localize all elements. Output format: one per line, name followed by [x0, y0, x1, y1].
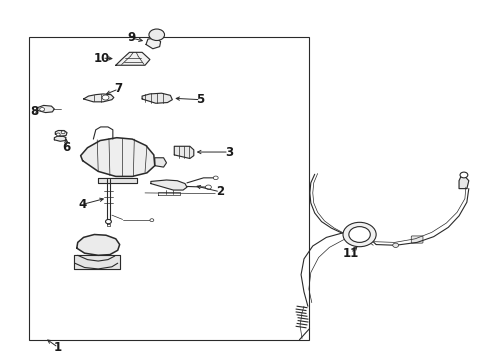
Polygon shape: [38, 105, 54, 113]
Text: 9: 9: [127, 31, 135, 45]
Circle shape: [205, 185, 211, 189]
FancyBboxPatch shape: [410, 236, 422, 243]
Text: 3: 3: [224, 145, 232, 158]
Circle shape: [40, 108, 44, 111]
Polygon shape: [83, 94, 114, 102]
Text: 7: 7: [114, 82, 122, 95]
Circle shape: [150, 219, 154, 222]
Circle shape: [342, 222, 375, 247]
Circle shape: [149, 29, 164, 41]
Polygon shape: [155, 158, 166, 167]
Circle shape: [102, 95, 109, 100]
Polygon shape: [142, 93, 172, 103]
Polygon shape: [458, 176, 468, 189]
Text: 10: 10: [94, 51, 110, 64]
Polygon shape: [81, 138, 155, 176]
Polygon shape: [116, 52, 150, 65]
Bar: [29, 37, 309, 339]
Polygon shape: [146, 38, 160, 49]
Text: 11: 11: [342, 247, 358, 260]
Circle shape: [105, 220, 111, 224]
Text: 8: 8: [31, 105, 39, 118]
Circle shape: [56, 133, 60, 136]
Text: 1: 1: [54, 341, 62, 354]
Circle shape: [61, 131, 65, 134]
Circle shape: [213, 176, 218, 180]
Polygon shape: [98, 178, 137, 183]
Polygon shape: [54, 136, 66, 141]
Text: 5: 5: [196, 93, 204, 106]
Polygon shape: [55, 131, 67, 136]
Polygon shape: [74, 255, 120, 269]
Text: 6: 6: [62, 141, 70, 154]
Circle shape: [348, 226, 369, 242]
Polygon shape: [174, 146, 193, 158]
Text: 2: 2: [216, 185, 224, 198]
Circle shape: [392, 243, 398, 247]
Polygon shape: [151, 180, 186, 190]
Circle shape: [459, 172, 467, 178]
Text: 4: 4: [79, 198, 86, 211]
Polygon shape: [77, 234, 120, 255]
